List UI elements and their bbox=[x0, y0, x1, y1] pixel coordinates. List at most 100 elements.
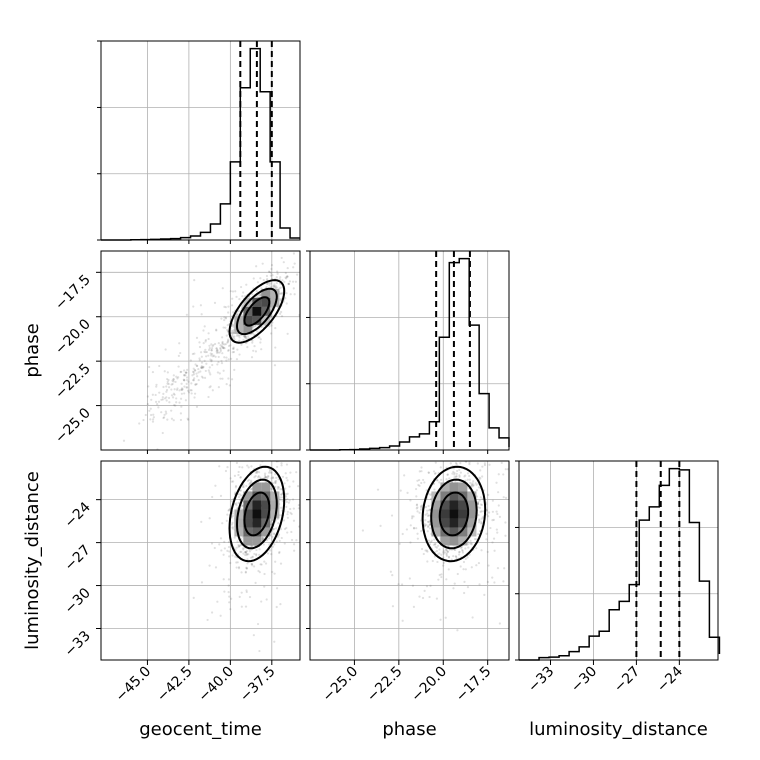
sample-point bbox=[229, 608, 232, 611]
sample-point bbox=[425, 523, 428, 526]
sample-point bbox=[234, 290, 237, 293]
sample-point bbox=[461, 551, 465, 554]
sample-point bbox=[467, 546, 470, 549]
sample-point bbox=[466, 478, 469, 481]
sample-point bbox=[240, 350, 242, 352]
sample-point bbox=[246, 479, 250, 483]
sample-point bbox=[200, 366, 203, 369]
sample-point bbox=[193, 352, 196, 355]
sample-point bbox=[237, 545, 240, 548]
x-axis-label: luminosity_distance bbox=[529, 719, 708, 740]
sample-point bbox=[231, 453, 233, 455]
sample-point bbox=[416, 510, 419, 513]
sample-point bbox=[253, 565, 256, 568]
density-cell bbox=[440, 509, 450, 519]
sample-point bbox=[220, 359, 223, 363]
sample-point bbox=[149, 418, 152, 421]
sample-point bbox=[255, 470, 258, 473]
sample-point bbox=[479, 440, 481, 442]
sample-point bbox=[275, 479, 278, 483]
sample-point bbox=[244, 550, 247, 554]
sample-point bbox=[477, 514, 480, 517]
x-axis-label: phase bbox=[382, 719, 436, 740]
sample-point bbox=[485, 404, 487, 406]
sample-point bbox=[274, 560, 277, 563]
sample-point bbox=[192, 378, 195, 382]
sample-point bbox=[221, 336, 224, 339]
sample-point bbox=[180, 405, 183, 408]
sample-point bbox=[245, 337, 248, 340]
sample-point bbox=[279, 312, 282, 315]
sample-point bbox=[429, 493, 432, 496]
sample-point bbox=[248, 595, 252, 599]
sample-point bbox=[454, 475, 458, 478]
sample-point bbox=[487, 511, 491, 514]
sample-point bbox=[230, 329, 234, 332]
sample-point bbox=[235, 313, 238, 316]
sample-point bbox=[464, 547, 467, 550]
sample-point bbox=[281, 446, 283, 448]
sample-point bbox=[224, 436, 226, 438]
sample-point bbox=[254, 453, 256, 455]
x-tick-label: −17.5 bbox=[453, 664, 495, 706]
sample-point bbox=[217, 386, 220, 389]
sample-point bbox=[224, 317, 227, 320]
sample-point bbox=[211, 389, 214, 392]
sample-point bbox=[158, 391, 161, 394]
sample-point bbox=[288, 499, 291, 502]
sample-point bbox=[533, 643, 535, 645]
sample-point bbox=[286, 531, 289, 534]
sample-point bbox=[217, 342, 220, 345]
sample-point bbox=[485, 532, 488, 535]
sample-point bbox=[244, 550, 247, 554]
density-cell bbox=[467, 500, 477, 510]
sample-point bbox=[418, 595, 421, 598]
sample-point bbox=[165, 390, 168, 393]
sample-point bbox=[190, 389, 193, 392]
sample-point bbox=[479, 510, 482, 513]
sample-point bbox=[211, 495, 214, 499]
contour-line bbox=[243, 491, 271, 537]
sample-point bbox=[263, 585, 266, 588]
sample-point bbox=[227, 349, 230, 352]
sample-point bbox=[223, 343, 226, 346]
sample-point bbox=[245, 567, 248, 570]
sample-point bbox=[324, 505, 326, 507]
sample-point bbox=[146, 395, 149, 398]
sample-point bbox=[426, 530, 429, 533]
sample-point bbox=[226, 330, 229, 333]
sample-point bbox=[280, 462, 283, 465]
sample-point bbox=[252, 326, 255, 329]
sample-point bbox=[230, 357, 233, 360]
density-cell bbox=[243, 491, 253, 501]
sample-point bbox=[466, 472, 470, 475]
sample-point bbox=[200, 361, 204, 364]
sample-point bbox=[425, 489, 428, 492]
sample-point bbox=[219, 349, 222, 352]
sample-point bbox=[477, 532, 480, 536]
sample-point bbox=[238, 334, 241, 337]
sample-point bbox=[274, 485, 277, 489]
density-cell bbox=[458, 518, 468, 528]
sample-point bbox=[279, 488, 282, 491]
sample-point bbox=[244, 430, 246, 432]
sample-point bbox=[493, 581, 496, 584]
sample-point bbox=[274, 284, 277, 287]
sample-point bbox=[279, 292, 282, 295]
sample-point bbox=[444, 458, 446, 460]
sample-point bbox=[237, 495, 241, 499]
sample-point bbox=[217, 355, 220, 359]
sample-point bbox=[236, 312, 239, 315]
sample-point bbox=[379, 524, 382, 527]
sample-point bbox=[207, 348, 211, 352]
sample-point bbox=[495, 481, 498, 484]
density-cell bbox=[261, 527, 271, 537]
sample-point bbox=[242, 552, 245, 555]
sample-point bbox=[428, 523, 431, 526]
sample-point bbox=[167, 386, 171, 389]
sample-point bbox=[164, 410, 167, 413]
sample-point bbox=[221, 287, 224, 290]
sample-point bbox=[229, 344, 232, 347]
sample-point bbox=[151, 418, 155, 421]
sample-point bbox=[250, 562, 253, 566]
